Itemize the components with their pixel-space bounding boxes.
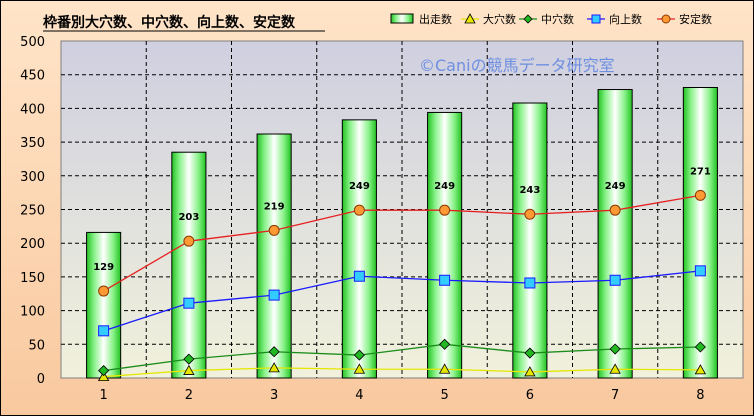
series-line [103,367,701,378]
marker-triangle [268,362,280,373]
marker-diamond [694,341,706,353]
marker-square [524,277,536,289]
watermark-text: ©Caniの競馬データ研究室 [419,56,615,75]
marker-square [268,289,280,301]
bar-出走数 [341,119,377,379]
y-tick-label: 250 [20,204,45,219]
y-tick-label: 150 [20,271,45,286]
y-tick-label: 0 [37,372,45,387]
series-line [103,194,701,292]
bar-出走数 [171,151,207,379]
marker-triangle [694,364,707,375]
y-tick-label: 300 [20,170,45,185]
marker-diamond [524,347,536,359]
y-tick-label: 100 [20,305,45,320]
marker-circle [609,204,621,216]
marker-square [609,274,621,286]
bar-出走数 [427,111,463,379]
data-label: 249 [605,181,626,192]
marker-triangle [353,363,366,374]
marker-circle [183,235,195,247]
x-tick-label: 3 [270,388,278,403]
marker-triangle [609,363,621,374]
marker-diamond [98,365,110,377]
data-label: 249 [434,181,455,192]
data-label: 203 [178,212,199,223]
marker-circle [268,224,280,236]
bar-出走数 [512,102,548,379]
legend-marker-circle [661,14,671,24]
data-label: 249 [349,181,370,192]
x-tick-label: 4 [355,388,363,403]
marker-triangle [183,364,195,375]
y-tick-label: 200 [20,237,45,252]
data-label: 219 [264,201,285,212]
bar-出走数 [682,87,718,379]
data-label: 243 [519,185,540,196]
marker-triangle [524,366,536,377]
marker-diamond [183,353,195,365]
data-label: 129 [93,262,114,273]
marker-diamond [353,349,365,361]
series-line [103,343,701,372]
bar-layer [86,87,718,379]
y-tick-label: 450 [20,69,45,84]
legend-marker-diamond [523,14,533,24]
marker-circle [694,189,706,201]
line-layer [103,194,701,378]
chart-title: 枠番別大穴数、中穴数、向上数、安定数 [43,14,296,31]
marker-circle [98,285,110,297]
bar-出走数 [597,89,633,379]
x-tick-label: 6 [526,388,534,403]
marker-triangle [438,363,451,374]
legend-label: 出走数 [419,12,452,26]
legend-marker-square [591,14,601,24]
marker-square [439,274,451,286]
y-tick-label: 500 [20,35,45,50]
x-tick-label: 7 [611,388,619,403]
legend-label: 大穴数 [483,12,516,26]
legend-marker-triangle [464,13,476,24]
bar-出走数 [256,133,292,379]
marker-circle [439,204,451,216]
legend-swatch-bar [390,13,414,24]
marker-square [98,325,110,337]
x-tick-label: 5 [440,388,448,403]
data-label: 271 [690,166,711,177]
series-line [103,270,701,332]
legend-label: 安定数 [679,12,712,26]
y-tick-label: 350 [20,136,45,151]
label-layer: 129 203 219 249 249 243 249 271 [93,166,711,273]
y-tick-label: 50 [28,338,45,353]
marker-triangle [97,370,110,382]
marker-diamond [268,346,280,358]
marker-diamond [439,338,451,350]
marker-layer [97,189,707,382]
marker-square [353,270,365,282]
legend: 出走数 大穴数 中穴数 向上数 安定数 [390,12,712,26]
y-tick-label: 400 [20,102,45,117]
marker-circle [524,208,536,220]
axis-layer: 0 50 100 150 200 250 300 350 400 450 500 1 2 3 4 5 6 7 8 [20,35,704,403]
legend-label: 向上数 [609,12,642,26]
x-tick-label: 2 [185,388,193,403]
marker-square [694,265,706,277]
legend-label: 中穴数 [541,12,574,26]
marker-diamond [609,343,621,355]
bar-出走数 [86,231,122,379]
x-tick-label: 1 [99,388,107,403]
x-tick-label: 8 [696,388,704,403]
marker-square [183,297,195,309]
marker-circle [353,204,365,216]
